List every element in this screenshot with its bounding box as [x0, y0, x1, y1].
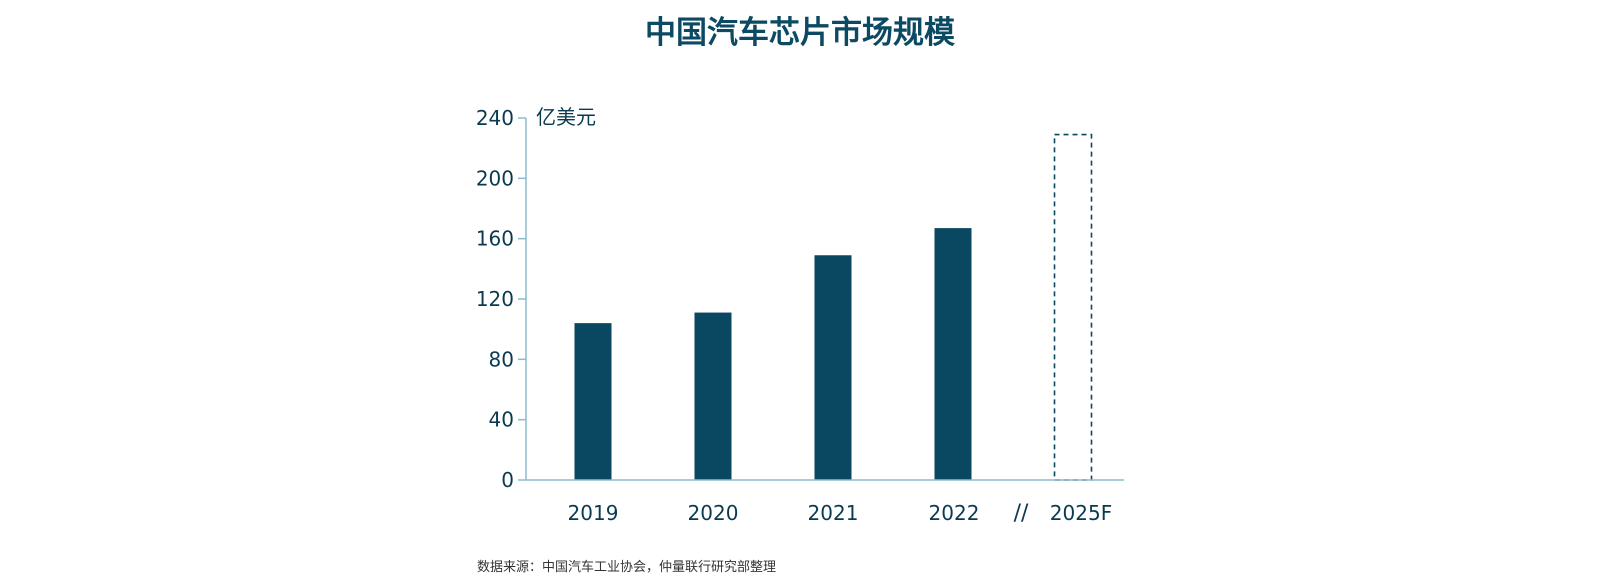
y-tick-label: 240: [476, 106, 514, 130]
x-tick-label-2020: 2020: [688, 501, 739, 525]
y-tick-label: 120: [476, 287, 514, 311]
x-tick-label-2022: 2022: [929, 501, 980, 525]
bar-2022: [934, 228, 972, 480]
y-tick-label: 200: [476, 166, 514, 190]
y-axis-ticks: 0 40 80 120 160 200 240: [476, 106, 526, 492]
y-tick-label: 0: [501, 468, 514, 492]
bars-group: [574, 133, 1093, 481]
bar-forecast-2025F: [1053, 133, 1093, 481]
y-tick-label: 80: [489, 347, 514, 371]
y-tick-label: 40: [489, 408, 514, 432]
y-tick-label: 160: [476, 227, 514, 251]
x-tick-label-2019: 2019: [568, 501, 619, 525]
x-tick-label-2021: 2021: [808, 501, 859, 525]
axis-break-symbol: //: [1014, 501, 1029, 526]
bar-2019: [574, 323, 612, 480]
data-source-note: 数据来源：中国汽车工业协会，仲量联行研究部整理: [477, 559, 776, 575]
bar-2020: [694, 312, 732, 480]
y-axis-unit-label: 亿美元: [536, 105, 596, 129]
x-tick-label-2025F: 2025F: [1050, 501, 1112, 525]
chart-title: 中国汽车芯片市场规模: [645, 15, 955, 51]
bar-2021: [814, 255, 852, 480]
x-axis-ticks: 2019 2020 2021 2022 2025F: [568, 501, 1113, 525]
